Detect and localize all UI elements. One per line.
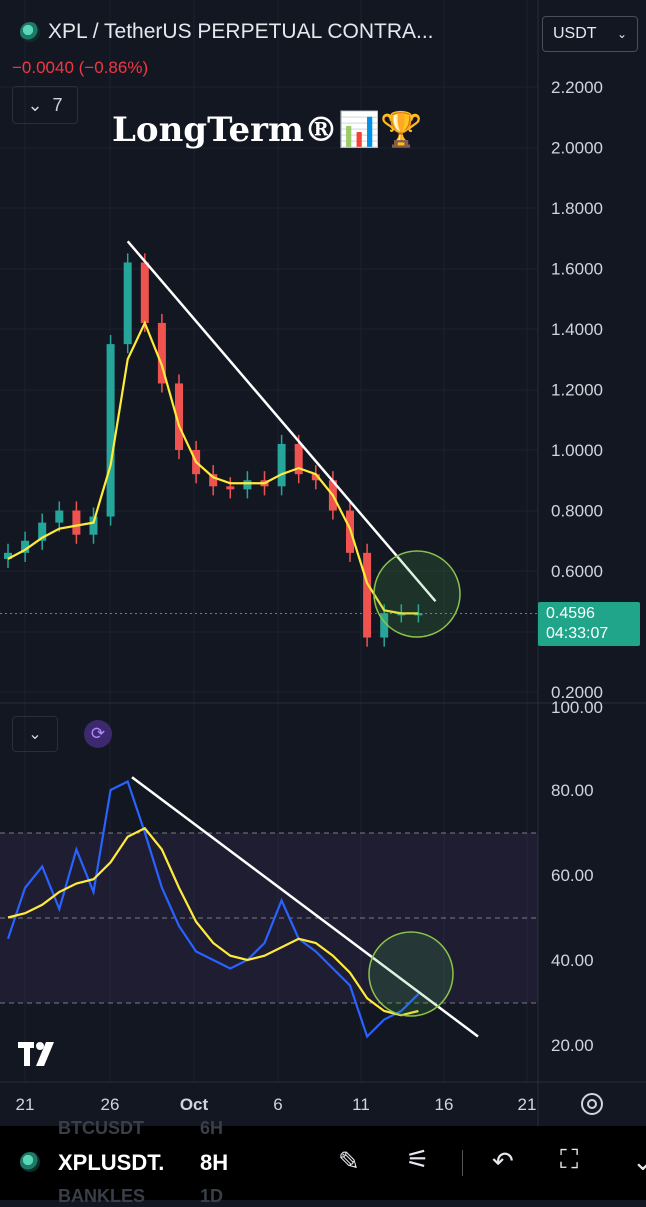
price-change: −0.0040 (−0.86%) bbox=[12, 58, 149, 77]
symbol-button[interactable]: XPLUSDT. bbox=[58, 1150, 165, 1175]
rsi-collapse-button[interactable]: ⌄ bbox=[12, 716, 58, 752]
current-price-value: 0.4596 bbox=[546, 605, 595, 622]
rsi-axis-label: 100.00 bbox=[551, 698, 603, 717]
timeframe-button[interactable]: 8H bbox=[200, 1150, 229, 1175]
chevron-down-icon: ⌄ bbox=[616, 27, 627, 41]
currency-value: USDT bbox=[553, 25, 597, 42]
chevron-down-icon: ⌄ bbox=[28, 726, 42, 743]
candle-body bbox=[21, 540, 30, 553]
rsi-highlight-circle bbox=[368, 931, 454, 1017]
time-axis: 21 26 Oct 6 11 16 21 bbox=[16, 1095, 537, 1114]
time-axis-label: 6 bbox=[273, 1095, 282, 1114]
pen-icon[interactable]: ✎ bbox=[338, 1146, 360, 1176]
more-icon[interactable]: ⌄ bbox=[632, 1146, 646, 1176]
rsi-axis-label: 80.00 bbox=[551, 781, 594, 800]
price-axis-label: 1.8000 bbox=[551, 199, 603, 218]
price-axis-label: 0.2000 bbox=[551, 683, 603, 702]
ghost-symbol: BTCUSDT bbox=[58, 1118, 144, 1138]
candle-body bbox=[4, 552, 12, 559]
candle-body bbox=[209, 474, 218, 487]
price-axis-label: 1.0000 bbox=[551, 441, 603, 460]
xpl-logo-icon bbox=[20, 1152, 40, 1172]
rsi-axis-label: 60.00 bbox=[551, 866, 594, 885]
time-axis-label: Oct bbox=[180, 1095, 209, 1114]
time-axis-label: 16 bbox=[435, 1095, 454, 1114]
time-axis-label: 21 bbox=[16, 1095, 35, 1114]
price-axis-label: 1.6000 bbox=[551, 260, 603, 279]
candle-body bbox=[106, 344, 115, 517]
watermark-text: LongTerm®📊🏆 bbox=[112, 110, 423, 150]
candle-body bbox=[123, 262, 132, 345]
rsi-ma-line bbox=[7, 826, 419, 1017]
refresh-icon[interactable]: ⟳ bbox=[84, 720, 112, 748]
trendline bbox=[126, 240, 437, 603]
candle-body bbox=[363, 552, 372, 638]
gear-icon[interactable] bbox=[581, 1093, 603, 1115]
fullscreen-icon[interactable]: ⛶ bbox=[560, 1144, 579, 1174]
candle-body bbox=[157, 322, 166, 384]
price-axis-label: 2.2000 bbox=[551, 78, 603, 97]
ghost-timeframe: 6H bbox=[200, 1118, 224, 1138]
candle-body bbox=[311, 474, 320, 481]
rsi-trendline bbox=[131, 776, 479, 1038]
candle-body bbox=[175, 383, 183, 450]
xpl-logo-icon bbox=[20, 22, 40, 42]
candle-body bbox=[294, 443, 303, 475]
candle-body bbox=[38, 522, 47, 541]
rsi-axis: 100.00 80.00 60.00 40.00 20.00 bbox=[551, 698, 603, 1055]
price-axis-label: 1.4000 bbox=[551, 320, 603, 339]
price-axis-label: 0.8000 bbox=[551, 502, 603, 521]
tradingview-logo-icon bbox=[18, 1040, 62, 1074]
current-price-tag: 0.4596 04:33:07 bbox=[538, 602, 640, 646]
rsi-axis-label: 40.00 bbox=[551, 951, 594, 970]
candle-body bbox=[55, 510, 64, 523]
price-axis-label: 0.6000 bbox=[551, 562, 603, 581]
indicators-toggle-button[interactable]: ⌄ 7 bbox=[12, 86, 78, 124]
time-axis-label: 11 bbox=[352, 1095, 370, 1114]
price-axis-label: 2.0000 bbox=[551, 139, 603, 158]
rsi-band bbox=[0, 833, 538, 1003]
moving-average-line bbox=[7, 320, 419, 615]
sliders-icon[interactable]: ⚟ bbox=[406, 1144, 430, 1174]
candle-body bbox=[89, 516, 98, 535]
rsi-axis-label: 20.00 bbox=[551, 1036, 594, 1055]
candle-body bbox=[380, 613, 389, 638]
candle-countdown: 04:33:07 bbox=[546, 625, 609, 642]
ghost-timeframe: 1D bbox=[200, 1186, 224, 1206]
chart-grid bbox=[0, 0, 538, 1082]
ghost-symbol: BANKLES bbox=[58, 1186, 146, 1206]
candle-body bbox=[140, 262, 149, 323]
price-axis-label: 1.2000 bbox=[551, 381, 603, 400]
undo-icon[interactable]: ↶ bbox=[492, 1146, 514, 1176]
candle-body bbox=[226, 486, 235, 490]
time-axis-label: 21 bbox=[518, 1095, 537, 1114]
symbol-title-text: XPL / TetherUS PERPETUAL CONTRA... bbox=[48, 20, 434, 43]
price-axis: 2.2000 2.0000 1.8000 1.6000 1.4000 1.2000 1.00… bbox=[551, 78, 603, 702]
candle-body bbox=[277, 443, 286, 487]
candle-body bbox=[72, 510, 81, 535]
toolbar-divider bbox=[462, 1150, 463, 1176]
rsi-line bbox=[6, 779, 420, 1039]
candle-body bbox=[243, 480, 252, 490]
highlight-circle bbox=[373, 550, 461, 638]
time-axis-label: 26 bbox=[101, 1095, 120, 1114]
chevron-down-icon: ⌄ bbox=[27, 94, 43, 115]
indicator-count: 7 bbox=[52, 94, 63, 115]
currency-select[interactable]: USDT ⌄ bbox=[542, 16, 638, 52]
bottom-toolbar: BTCUSDT 6H BANKLES 1D XPLUSDT. 8H ✎ ⚟ ↶ … bbox=[0, 1118, 646, 1206]
symbol-title[interactable]: XPL / TetherUS PERPETUAL CONTRA... bbox=[20, 20, 434, 44]
